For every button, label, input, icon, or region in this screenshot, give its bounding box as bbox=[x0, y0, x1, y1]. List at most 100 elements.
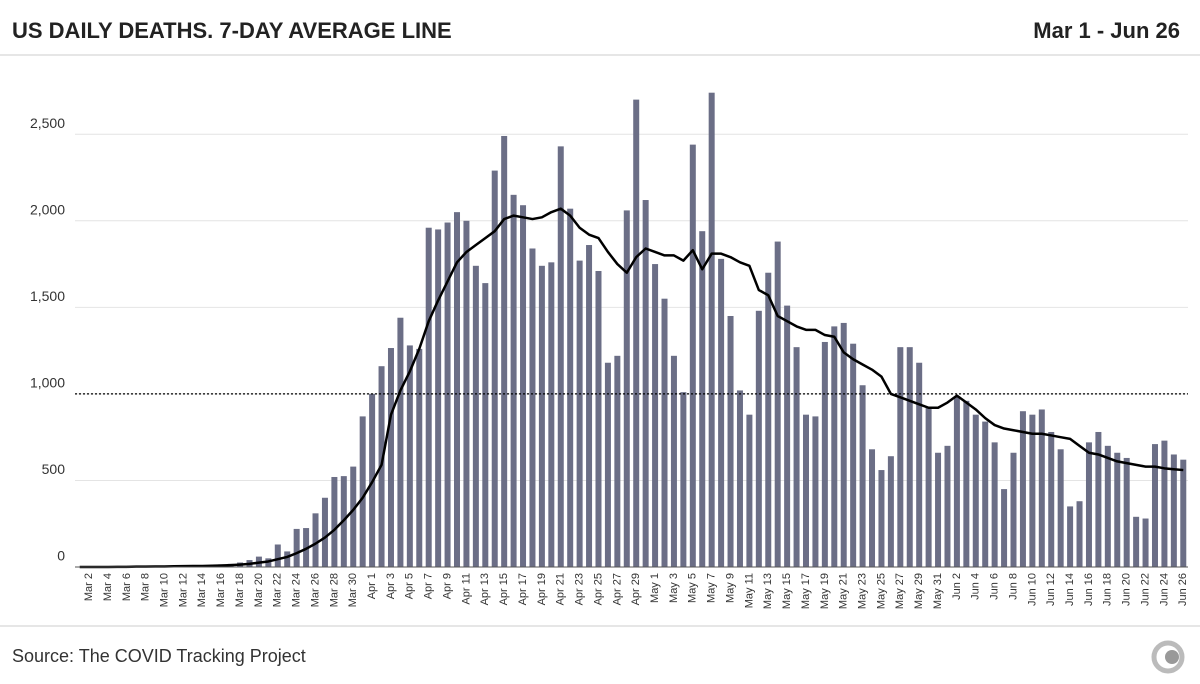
y-tick-label: 2,000 bbox=[30, 201, 65, 217]
x-tick-label: Jun 10 bbox=[1026, 573, 1038, 606]
x-tick-label: Mar 4 bbox=[102, 573, 114, 601]
bar bbox=[1085, 442, 1092, 567]
bar bbox=[793, 347, 800, 567]
x-tick-label: Mar 2 bbox=[83, 573, 95, 601]
x-tick-label: Mar 10 bbox=[159, 573, 171, 607]
bar bbox=[1104, 445, 1111, 567]
x-tick-label: Apr 25 bbox=[592, 573, 604, 605]
bar bbox=[944, 445, 951, 567]
bar bbox=[1001, 489, 1008, 567]
y-tick-label: 0 bbox=[57, 548, 65, 564]
x-tick-label: Apr 23 bbox=[574, 573, 586, 605]
x-tick-label: Jun 6 bbox=[989, 573, 1001, 600]
bar bbox=[1133, 516, 1140, 567]
bar bbox=[831, 326, 838, 567]
bar bbox=[538, 265, 545, 567]
bar bbox=[821, 341, 828, 567]
x-tick-label: May 19 bbox=[819, 573, 831, 609]
bar bbox=[718, 258, 725, 567]
bar bbox=[774, 241, 781, 567]
bar bbox=[869, 449, 876, 567]
source: Source: The COVID Tracking Project bbox=[12, 646, 306, 666]
x-tick-label: Jun 8 bbox=[1007, 573, 1019, 600]
bar bbox=[312, 513, 319, 567]
bar bbox=[661, 298, 668, 567]
bar bbox=[1048, 431, 1055, 567]
x-tick-label: Mar 28 bbox=[328, 573, 340, 607]
x-tick-label: May 23 bbox=[856, 573, 868, 609]
chart-title: US DAILY DEATHS. 7-DAY AVERAGE LINE bbox=[12, 18, 452, 43]
bar bbox=[491, 170, 498, 567]
bar bbox=[897, 347, 904, 567]
x-tick-label: Apr 19 bbox=[536, 573, 548, 605]
x-tick-label: Apr 1 bbox=[366, 573, 378, 599]
x-tick-label: Jun 22 bbox=[1139, 573, 1151, 606]
x-tick-label: Apr 3 bbox=[385, 573, 397, 599]
bar bbox=[350, 466, 357, 567]
bar bbox=[576, 260, 583, 567]
bar bbox=[982, 421, 989, 567]
x-tick-label: May 27 bbox=[894, 573, 906, 609]
x-tick-label: Apr 29 bbox=[630, 573, 642, 605]
bar bbox=[614, 355, 621, 567]
bar bbox=[1180, 459, 1187, 567]
x-tick-label: Apr 21 bbox=[555, 573, 567, 605]
x-tick-label: Jun 14 bbox=[1064, 573, 1076, 606]
y-tick-label: 1,000 bbox=[30, 375, 65, 391]
bar bbox=[387, 348, 394, 567]
bar bbox=[840, 322, 847, 567]
bar bbox=[802, 414, 809, 567]
x-tick-label: May 3 bbox=[668, 573, 680, 603]
bar bbox=[425, 227, 432, 568]
bar bbox=[397, 317, 404, 567]
bar bbox=[274, 544, 281, 567]
bar bbox=[916, 362, 923, 567]
x-tick-label: Mar 30 bbox=[347, 573, 359, 607]
bar bbox=[444, 222, 451, 567]
x-tick-label: Jun 18 bbox=[1102, 573, 1114, 606]
bar bbox=[925, 407, 932, 567]
x-tick-label: Mar 18 bbox=[234, 573, 246, 607]
x-tick-label: Apr 17 bbox=[517, 573, 529, 605]
bar bbox=[963, 400, 970, 567]
bar bbox=[1038, 409, 1045, 567]
bar bbox=[1161, 440, 1168, 567]
x-tick-label: May 21 bbox=[838, 573, 850, 609]
bar bbox=[463, 220, 470, 568]
x-tick-label: May 15 bbox=[781, 573, 793, 609]
bar bbox=[557, 146, 564, 567]
bar bbox=[501, 135, 508, 567]
x-tick-label: Mar 14 bbox=[196, 573, 208, 607]
bar bbox=[859, 385, 866, 567]
bar bbox=[1076, 501, 1083, 567]
bar bbox=[1123, 457, 1130, 567]
bar bbox=[652, 264, 659, 567]
date-range: Mar 1 - Jun 26 bbox=[1033, 18, 1180, 43]
x-tick-label: Apr 15 bbox=[498, 573, 510, 605]
bar bbox=[906, 347, 913, 567]
bar bbox=[529, 248, 536, 567]
x-tick-label: May 7 bbox=[706, 573, 718, 603]
bar bbox=[472, 265, 479, 567]
y-tick-label: 500 bbox=[42, 461, 66, 477]
x-tick-label: Jun 4 bbox=[970, 573, 982, 600]
bar bbox=[1114, 452, 1121, 567]
x-tick-label: May 31 bbox=[932, 573, 944, 609]
bar bbox=[520, 205, 527, 567]
bar bbox=[331, 476, 338, 567]
x-tick-label: May 5 bbox=[687, 573, 699, 603]
x-tick-label: May 1 bbox=[649, 573, 661, 603]
bar bbox=[1057, 449, 1064, 567]
bar bbox=[416, 348, 423, 567]
bar bbox=[454, 212, 461, 567]
x-tick-label: Apr 7 bbox=[423, 573, 435, 599]
bar bbox=[623, 210, 630, 567]
x-tick-label: Mar 20 bbox=[253, 573, 265, 607]
x-tick-label: Apr 5 bbox=[404, 573, 416, 599]
x-tick-label: Mar 6 bbox=[121, 573, 133, 601]
bar bbox=[548, 262, 555, 567]
bar bbox=[642, 200, 649, 567]
bar bbox=[727, 316, 734, 567]
bar bbox=[1142, 518, 1149, 567]
